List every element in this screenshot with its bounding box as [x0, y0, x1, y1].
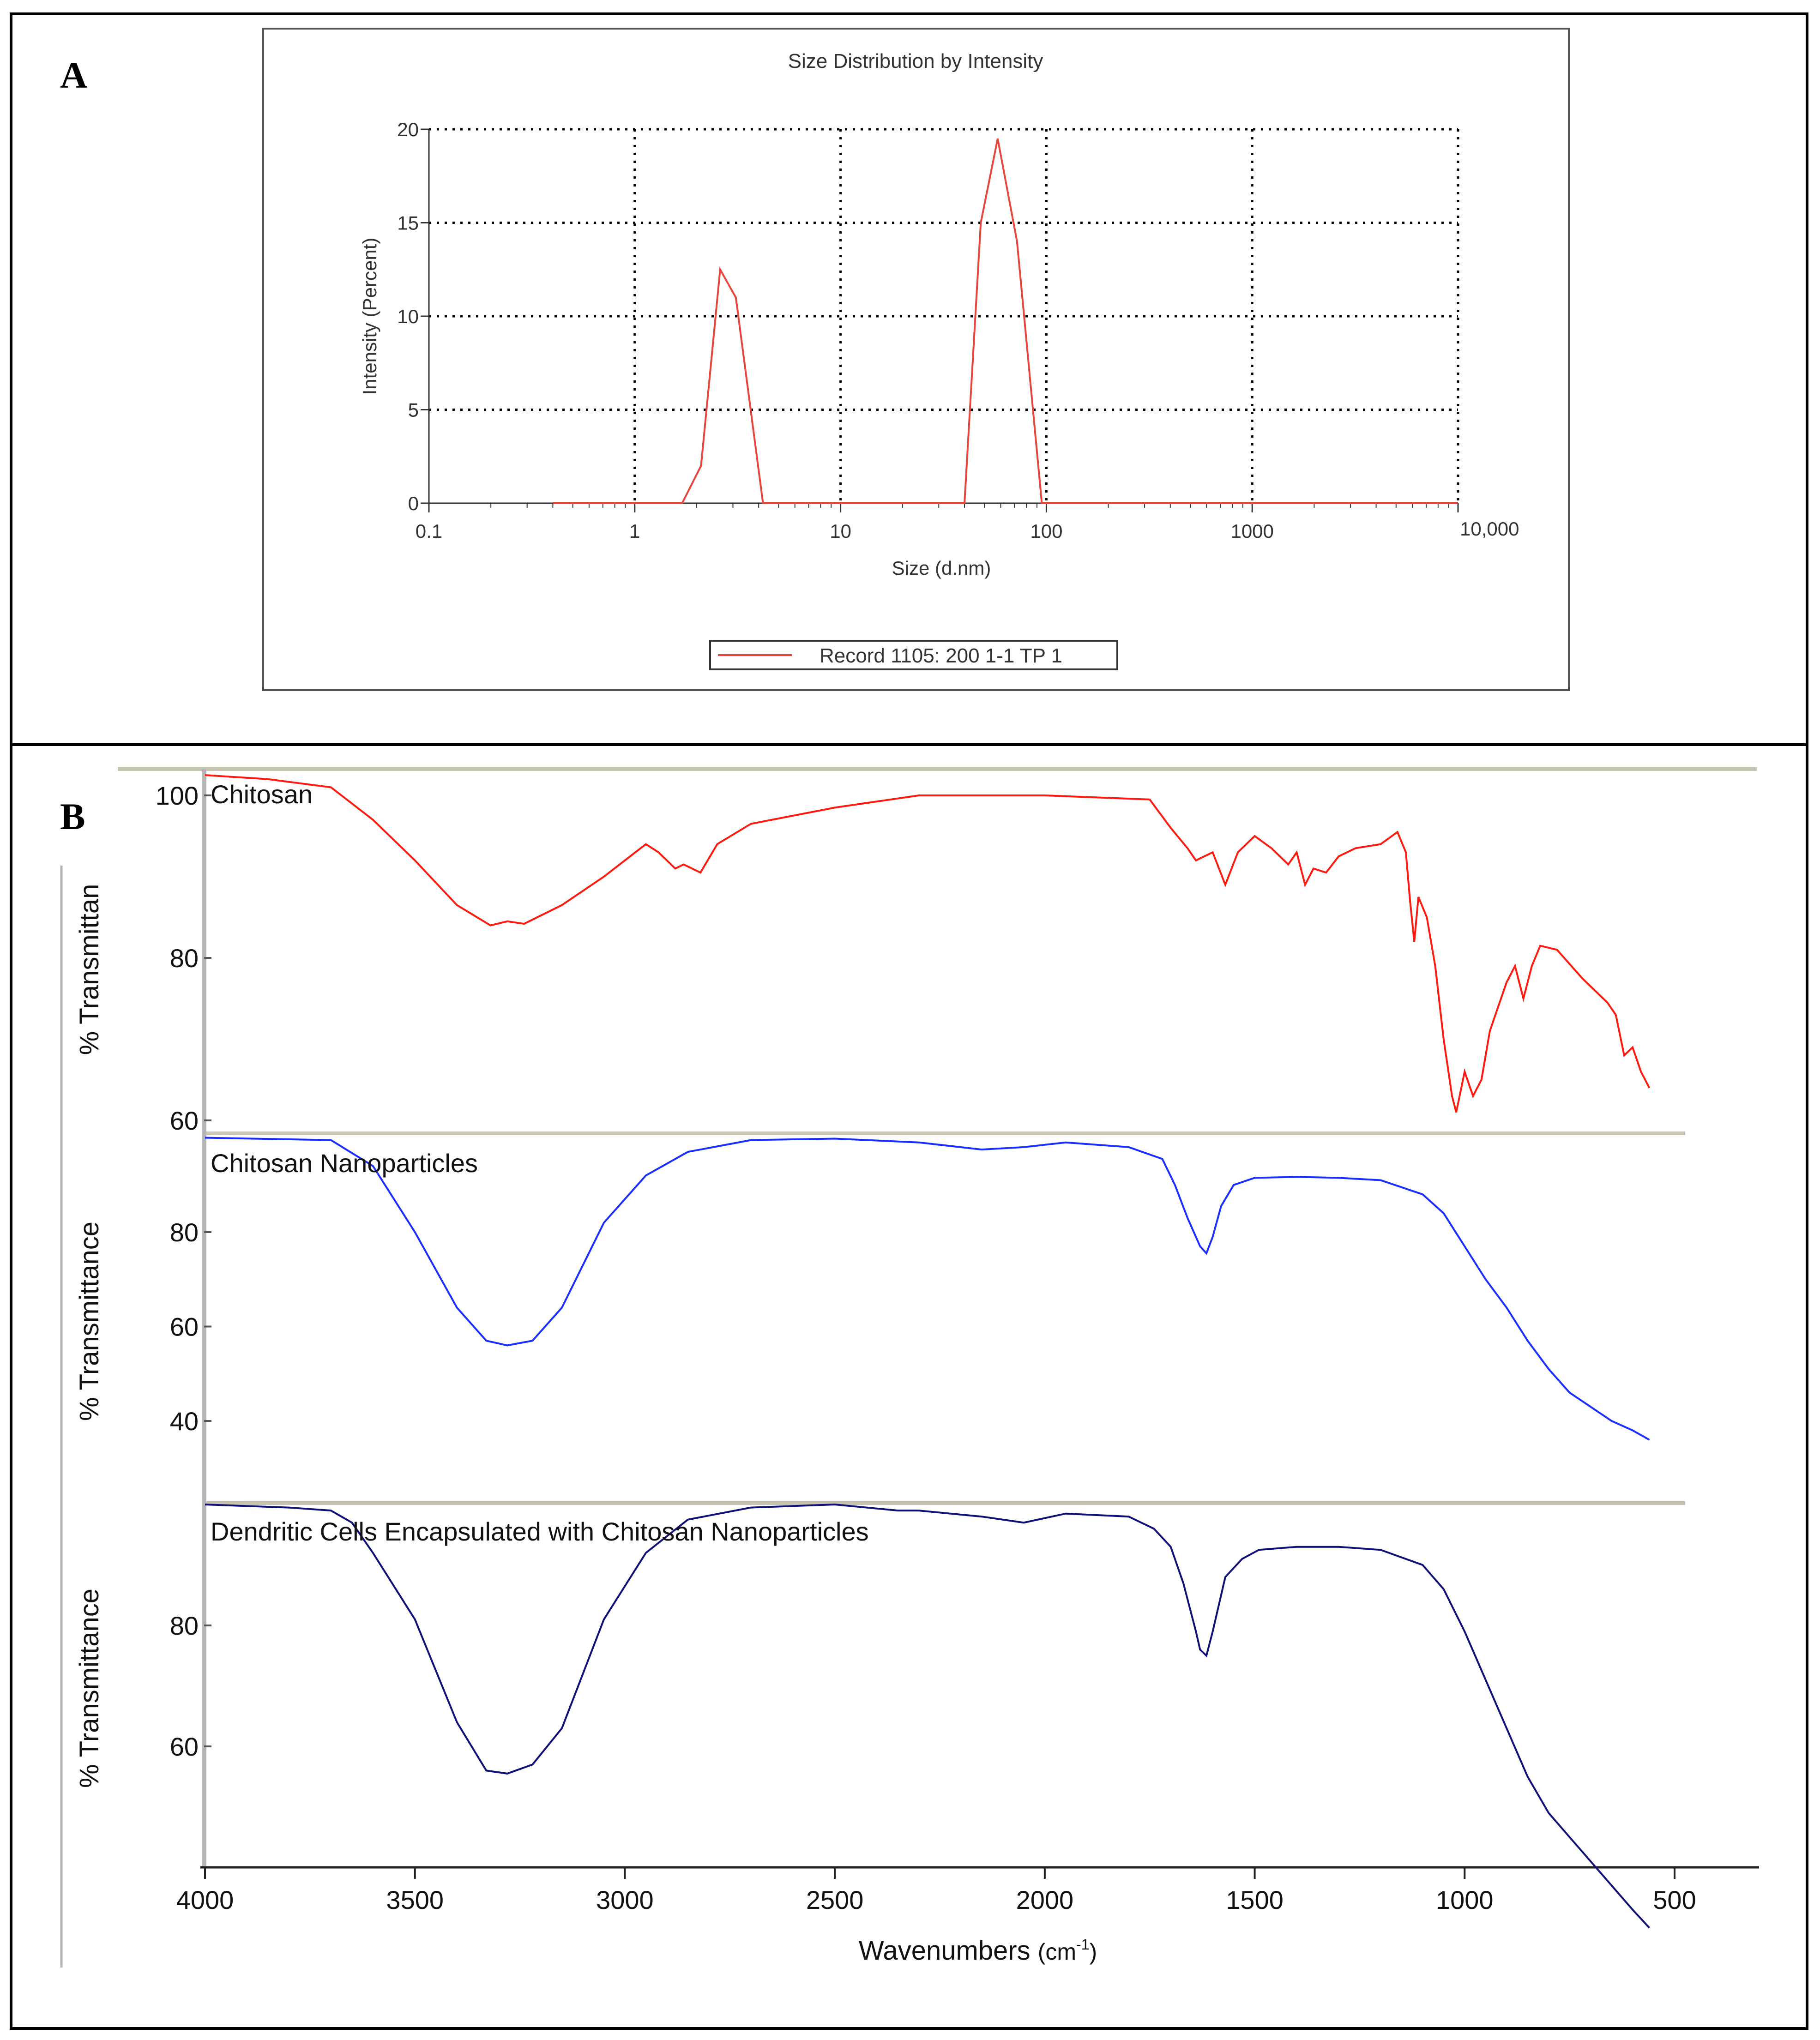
ftir-y-tick-label: 60	[170, 1312, 199, 1342]
ftir-chart: 4000 3500 3000 2500 2000 1500 1000 500 100 80 60 8…	[60, 767, 1759, 1968]
dendritic-cells-spectrum	[205, 1503, 1650, 1929]
ftir-y-tick-label: 80	[170, 1218, 199, 1247]
ftir-y-tick-label: 100	[156, 781, 199, 810]
ftir-y-tick-label: 60	[170, 1106, 199, 1135]
ftir-x-tick-label: 1000	[1436, 1885, 1494, 1914]
nanoparticles-panel-title: Chitosan Nanoparticles	[211, 1149, 478, 1178]
dls-y-tick-label: 20	[397, 119, 419, 140]
dls-title: Size Distribution by Intensity	[788, 50, 1043, 72]
dls-y-tick-label: 5	[408, 399, 419, 421]
ftir-y-tick-label: 40	[170, 1407, 199, 1436]
ftir-x-ticks: 4000 3500 3000 2500 2000 1500 1000 500	[176, 1867, 1696, 1914]
chitosan-nanoparticles-spectrum	[205, 1137, 1650, 1441]
ftir-x-label-main: Wavenumbers	[859, 1936, 1031, 1966]
dls-grid	[429, 128, 1459, 503]
ftir-x-label-close: )	[1090, 1939, 1097, 1965]
ftir-x-axis-label: Wavenumbers (cm-1)	[859, 1936, 1097, 1966]
chitosan-panel-title: Chitosan	[211, 780, 313, 809]
ftir-y-tick-label: 80	[170, 944, 199, 973]
panel-a-label: A	[60, 54, 87, 96]
dls-x-tick-label: 1	[629, 520, 640, 542]
figure-frame	[10, 12, 1808, 2030]
chitosan-y-axis-label: % Transmittan	[74, 884, 104, 1055]
ftir-x-tick-label: 2000	[1016, 1885, 1074, 1914]
ftir-x-tick-label: 1500	[1226, 1885, 1284, 1914]
dls-y-axis-label: Intensity (Percent)	[359, 238, 380, 395]
dls-x-tick-label: 0.1	[416, 520, 442, 542]
ftir-y-tick-label: 80	[170, 1611, 199, 1640]
dls-tick-labels: 0.1 1 10 100 1000 10,000 0 5 10 15 20	[397, 119, 1519, 542]
nanoparticles-y-axis-label: % Transmittance	[74, 1222, 104, 1421]
dls-legend: Record 1105: 200 1-1 TP 1	[709, 640, 1118, 670]
ftir-x-tick-label: 3500	[386, 1885, 444, 1914]
dls-y-tick-label: 0	[408, 493, 419, 514]
dls-chart: Size Distribution by Intensity 0.1 1 10 100…	[262, 28, 1570, 691]
ftir-x-tick-label: 2500	[806, 1885, 864, 1914]
dendritic-panel-title: Dendritic Cells Encapsulated with Chitos…	[211, 1517, 869, 1546]
ftir-y-tick-label: 60	[170, 1732, 199, 1761]
dls-x-tick-label: 100	[1030, 520, 1062, 542]
dls-x-tick-label: 1000	[1230, 520, 1273, 542]
dls-x-tick-label: 10,000	[1460, 518, 1519, 540]
ftir-x-tick-label: 3000	[596, 1885, 654, 1914]
ftir-x-label-unit: (cm	[1038, 1939, 1076, 1965]
dls-y-tick-label: 15	[397, 212, 419, 234]
ftir-x-label-exponent: -1	[1076, 1936, 1089, 1953]
dls-frame	[262, 28, 1570, 691]
dls-y-tick-label: 10	[397, 306, 419, 327]
dendritic-y-axis-label: % Transmittance	[74, 1589, 104, 1788]
dls-x-axis-label: Size (d.nm)	[892, 557, 991, 579]
dls-series-line	[553, 138, 1458, 504]
panel-b-label: B	[60, 795, 85, 837]
dls-legend-label: Record 1105: 200 1-1 TP 1	[820, 644, 1062, 667]
ftir-x-tick-label: 500	[1653, 1885, 1696, 1914]
ftir-x-tick-label: 4000	[176, 1885, 234, 1914]
chitosan-spectrum	[205, 774, 1651, 1113]
ftir-y-ticks: 100 80 60 80 60 40 80 60	[156, 781, 211, 1761]
dls-x-tick-label: 10	[830, 520, 851, 542]
